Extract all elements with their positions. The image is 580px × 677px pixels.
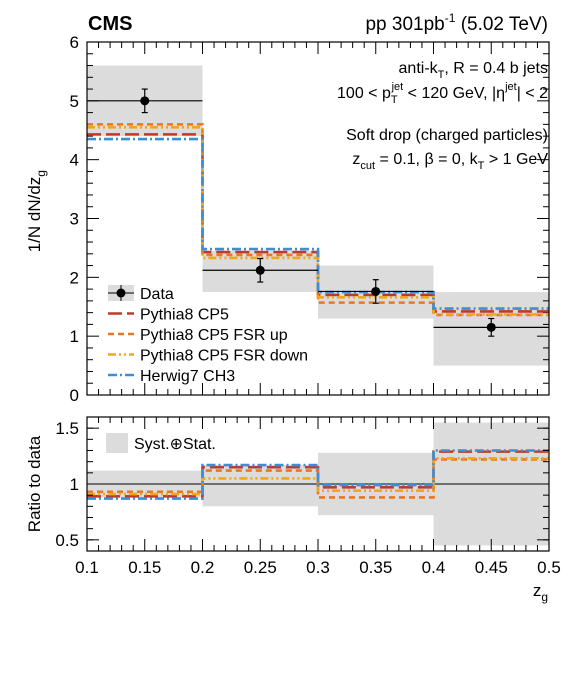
x-tick-label: 0.1 [75, 558, 99, 577]
main-y-tick-label: 1 [70, 327, 79, 346]
band-legend-swatch [106, 433, 128, 453]
ratio-y-axis-label: Ratio to data [25, 435, 44, 532]
legend-label-1: Pythia8 CP5 [140, 307, 229, 324]
x-tick-label: 0.15 [128, 558, 161, 577]
main-plot-frame [86, 41, 550, 396]
pt-eta-selection-text: 100 < pTjet < 120 GeV, |ηjet| < 2 [337, 81, 548, 106]
x-tick-label: 0.4 [422, 558, 446, 577]
data-point-bin-4 [486, 322, 496, 332]
legend: Data Pythia8 CP5 Pythia8 CP5 FSR up Pythia8… [108, 285, 308, 385]
data-point-bin-3 [371, 286, 381, 296]
luminosity-label: pp 301pb-1 (5.02 TeV) [365, 11, 548, 35]
ratio-y-tick-label: 1 [70, 475, 79, 494]
grooming-text-2: zcut = 0.1, β = 0, kT > 1 GeV [352, 151, 548, 172]
data-point-bin-1 [140, 96, 150, 106]
legend-data-label: Data [140, 286, 174, 303]
ratio-y-tick-label: 0.5 [55, 531, 79, 550]
main-plot-area: 0 1 2 3 4 5 6 [70, 33, 550, 405]
x-tick-label: 0.3 [306, 558, 330, 577]
main-y-tick-label: 5 [70, 92, 79, 111]
legend-data-marker [116, 288, 126, 298]
grooming-text-1: Soft drop (charged particles) [346, 127, 548, 144]
ratio-series-line-4 [87, 449, 549, 500]
x-tick-label: 0.2 [191, 558, 215, 577]
experiment-label: CMS [88, 13, 132, 35]
x-tick-label: 0.45 [475, 558, 508, 577]
x-axis-label: zg [533, 581, 548, 604]
main-y-tick-label: 0 [70, 386, 79, 405]
ratio-plot-frame [86, 416, 550, 552]
x-tick-label: 0.35 [359, 558, 392, 577]
jet-definition-text: anti-kT, R = 0.4 b jets [399, 60, 548, 81]
main-y-tick-label: 4 [70, 151, 79, 170]
main-y-tick-label: 2 [70, 268, 79, 287]
data-point-bin-2 [255, 265, 265, 275]
ratio-plot-area: 0.5 1 1.5 0.1 0.15 0.2 0.25 0.3 0.35 0.4 0.45 0.5 [55, 417, 561, 577]
x-tick-label: 0.25 [244, 558, 277, 577]
legend-label-4: Herwig7 CH3 [140, 368, 235, 385]
main-y-tick-label: 6 [70, 33, 79, 52]
ratio-band-bin-2 [202, 465, 318, 507]
main-y-tick-label: 3 [70, 210, 79, 229]
main-y-axis-label: 1/N dN/dzg [25, 170, 48, 252]
band-legend-label: Syst.⊕Stat. [134, 436, 216, 453]
x-tick-label: 0.5 [537, 558, 561, 577]
legend-label-3: Pythia8 CP5 FSR down [140, 348, 308, 365]
legend-label-2: Pythia8 CP5 FSR up [140, 327, 288, 344]
ratio-y-tick-label: 1.5 [55, 419, 79, 438]
